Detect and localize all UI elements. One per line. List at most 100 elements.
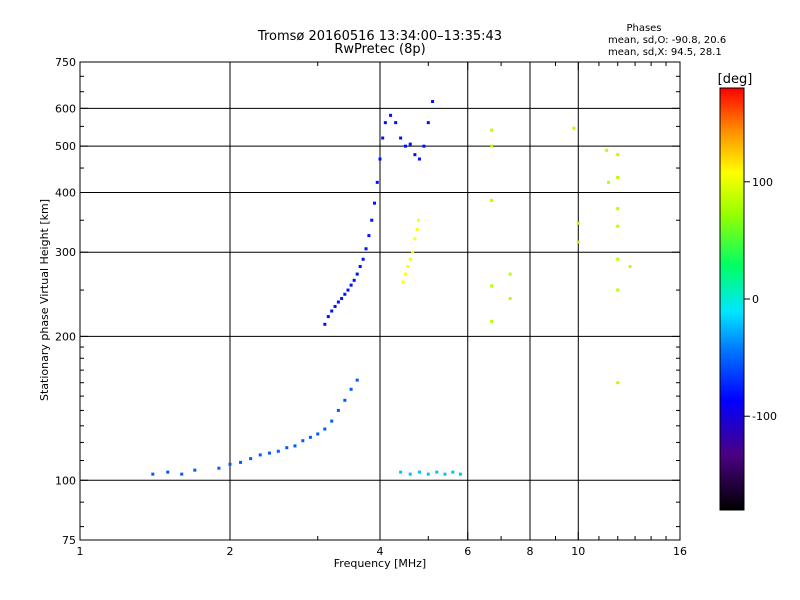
x-tick-label: 4 xyxy=(377,545,384,558)
data-point xyxy=(616,224,620,228)
data-point xyxy=(355,272,359,276)
colorbar-tick-label: 100 xyxy=(752,176,773,189)
data-point xyxy=(417,470,421,474)
y-tick-label: 300 xyxy=(55,246,76,259)
data-point xyxy=(330,419,334,423)
data-point xyxy=(451,470,455,474)
data-point xyxy=(323,322,327,326)
data-point xyxy=(389,113,393,117)
data-point xyxy=(267,451,271,455)
data-point xyxy=(616,175,620,179)
y-tick-label: 500 xyxy=(55,140,76,153)
data-point xyxy=(316,432,320,436)
data-point xyxy=(336,408,340,412)
y-tick-label: 200 xyxy=(55,330,76,343)
x-tick-label: 16 xyxy=(673,545,687,558)
data-point xyxy=(411,250,415,254)
y-tick-label: 600 xyxy=(55,102,76,115)
data-point xyxy=(431,100,435,104)
data-point xyxy=(180,472,184,476)
data-point xyxy=(394,121,398,125)
data-point xyxy=(490,284,494,288)
data-point xyxy=(293,444,297,448)
data-point xyxy=(422,144,426,148)
colorbar-ticks: 100 0 -100 xyxy=(744,176,777,423)
data-point xyxy=(333,304,337,308)
x-tick-label: 8 xyxy=(527,545,534,558)
data-point xyxy=(616,257,620,261)
data-point xyxy=(367,234,371,238)
data-point xyxy=(381,136,385,140)
data-point xyxy=(193,468,197,472)
data-point xyxy=(340,297,344,301)
y-tick-label: 750 xyxy=(55,56,76,69)
data-point xyxy=(490,198,494,202)
data-point xyxy=(417,157,421,161)
colorbar-label: [deg] xyxy=(718,72,753,87)
data-point xyxy=(576,240,580,244)
colorbar xyxy=(719,87,745,511)
data-point xyxy=(249,457,253,461)
y-tick-label: 100 xyxy=(55,474,76,487)
data-point xyxy=(508,272,512,276)
phase-stats-o: mean, sd,O: -90.8, 20.6 xyxy=(608,35,726,46)
plot-frame xyxy=(79,61,681,541)
data-point xyxy=(285,446,289,450)
data-point xyxy=(417,218,421,222)
data-point xyxy=(364,247,368,251)
data-point xyxy=(415,227,419,231)
data-point xyxy=(401,280,405,284)
data-point xyxy=(378,157,382,161)
tick-labels: 1 2 4 6 8 10 16 75 100 200 300 400 500 600 750 xyxy=(55,56,687,558)
data-point xyxy=(151,472,155,476)
data-point xyxy=(373,201,377,205)
data-point xyxy=(352,278,356,282)
phase-stats-title: Phases xyxy=(626,23,661,34)
data-point xyxy=(399,136,403,140)
data-point xyxy=(508,297,512,301)
data-point xyxy=(605,148,609,152)
data-point xyxy=(258,453,262,457)
data-point xyxy=(166,470,170,474)
data-point xyxy=(490,144,494,148)
data-point xyxy=(616,207,620,211)
y-axis-label: Stationary phase Virtual Height [km] xyxy=(38,199,51,401)
data-point xyxy=(406,265,410,269)
data-point xyxy=(349,283,353,287)
data-point xyxy=(443,472,447,476)
data-point xyxy=(490,319,494,323)
data-point xyxy=(607,180,611,184)
data-point xyxy=(217,466,221,470)
data-point xyxy=(358,265,362,269)
data-point xyxy=(355,378,359,382)
data-point xyxy=(426,121,430,125)
data-point xyxy=(413,153,417,157)
data-points xyxy=(151,100,632,476)
data-point xyxy=(403,272,407,276)
data-point xyxy=(330,309,334,313)
y-tick-label: 400 xyxy=(55,186,76,199)
data-point xyxy=(336,300,340,304)
colorbar-tick-label: 0 xyxy=(752,293,759,306)
x-axis-label: Frequency [MHz] xyxy=(334,557,426,570)
data-point xyxy=(426,472,430,476)
data-point xyxy=(616,381,620,385)
data-point xyxy=(408,257,412,261)
data-point xyxy=(408,472,412,476)
data-point xyxy=(370,218,374,222)
colorbar-tick-label: -100 xyxy=(752,410,777,423)
data-point xyxy=(399,470,403,474)
data-point xyxy=(572,126,576,130)
data-point xyxy=(301,439,305,443)
data-point xyxy=(346,288,350,292)
data-point xyxy=(413,237,417,241)
data-point xyxy=(349,387,353,391)
chart-title: Tromsø 20160516 13:34:00–13:35:43 xyxy=(257,29,502,44)
data-point xyxy=(361,257,365,261)
data-point xyxy=(343,398,347,402)
data-point xyxy=(375,180,379,184)
data-point xyxy=(239,460,243,464)
data-point xyxy=(343,292,347,296)
x-tick-label: 6 xyxy=(464,545,471,558)
data-point xyxy=(576,221,580,225)
